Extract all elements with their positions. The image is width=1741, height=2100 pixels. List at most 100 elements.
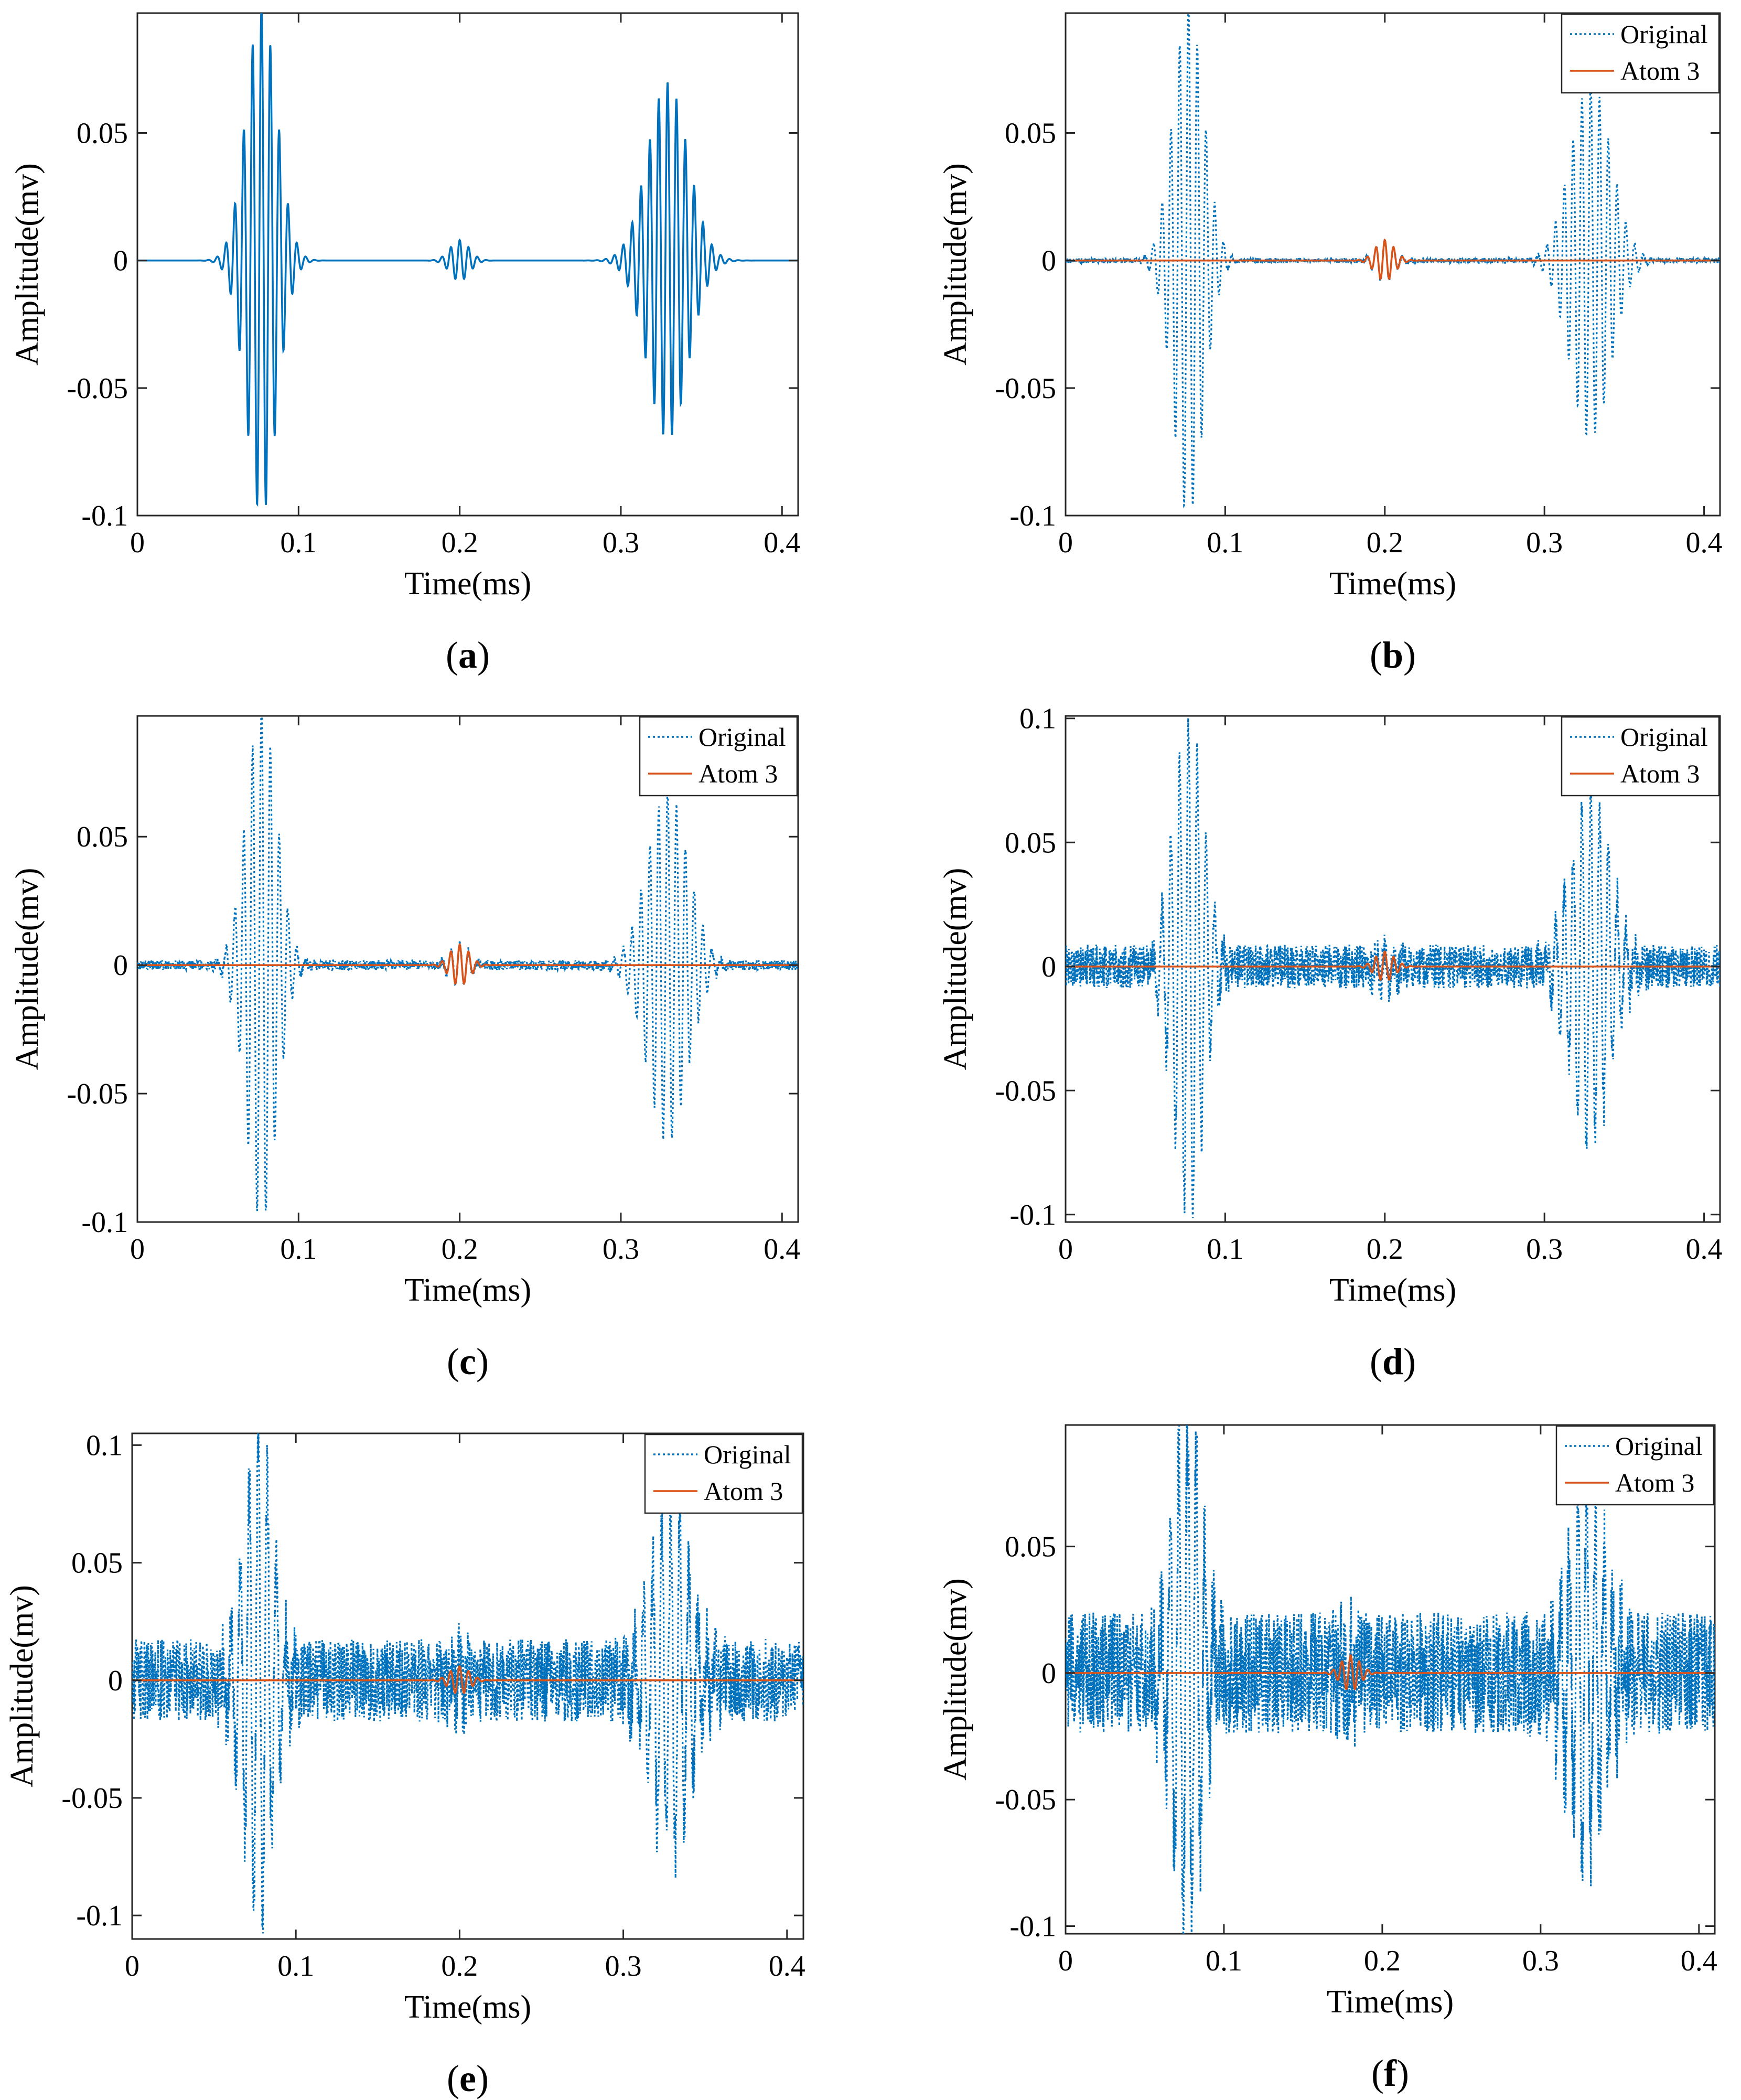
- legend: Original Atom 3: [1561, 13, 1720, 94]
- x-axis-label: Time(ms): [1329, 1272, 1456, 1308]
- chart-panel-d: 0 0.1 0.2 0.3 0.4 -0.1 -0.05 0 0.05 0.1 Time(ms) Am…: [938, 703, 1723, 1383]
- y-axis-label: Amplitude(mv): [9, 868, 45, 1070]
- x-axis-label: Time(ms): [404, 1272, 531, 1308]
- x-tick-label: 0.1: [1206, 1945, 1242, 1977]
- x-axis-label: Time(ms): [404, 1989, 531, 2025]
- y-tick-label: 0.05: [1005, 1531, 1056, 1563]
- x-tick-label: 0.2: [1364, 1945, 1401, 1977]
- series-line-atom-3: [1066, 1654, 1715, 1690]
- y-tick-label: -0.05: [67, 1078, 128, 1110]
- legend-label: Original: [698, 722, 786, 752]
- series-line-atom-3: [137, 942, 798, 985]
- y-tick-label: 0.05: [1005, 117, 1056, 150]
- panel-caption: (f): [1371, 2052, 1409, 2094]
- x-tick-label: 0.2: [441, 1950, 478, 1983]
- legend-box: [1561, 716, 1720, 797]
- legend: Original Atom 3: [1555, 1425, 1715, 1506]
- y-tick-label: -0.1: [81, 1206, 128, 1239]
- series-line-original: [1066, 718, 1720, 1218]
- y-tick-label: 0.05: [71, 1547, 123, 1580]
- x-tick-label: 0.3: [603, 1233, 639, 1266]
- x-tick-label: 0: [130, 527, 145, 559]
- legend: Original Atom 3: [639, 716, 798, 797]
- series-line-original: [1066, 13, 1720, 508]
- x-axis-label: Time(ms): [404, 566, 531, 602]
- y-tick-label: 0: [1041, 1657, 1056, 1690]
- x-tick-label: 0.4: [764, 1233, 800, 1266]
- legend-label: Atom 3: [1620, 56, 1700, 85]
- chart-panel-b: 0 0.1 0.2 0.3 0.4 -0.1 -0.05 0 0.05 Time(ms) Ampli…: [938, 12, 1723, 676]
- panel-caption-letter: e: [459, 2058, 476, 2099]
- y-tick-label: 0.1: [86, 1429, 123, 1462]
- panel-caption: (b): [1370, 634, 1416, 676]
- y-tick-label: -0.1: [81, 500, 128, 532]
- y-axis-label: Amplitude(mv): [938, 868, 973, 1070]
- panel-caption: (c): [447, 1341, 489, 1383]
- x-tick-label: 0.3: [1522, 1945, 1559, 1977]
- y-tick-label: -0.05: [995, 372, 1056, 405]
- y-tick-label: -0.05: [995, 1784, 1056, 1816]
- panel-caption-letter: f: [1384, 2052, 1397, 2094]
- x-tick-label: 0.2: [442, 527, 478, 559]
- y-tick-label: -0.05: [995, 1075, 1056, 1107]
- panel-caption: (d): [1370, 1341, 1416, 1383]
- y-axis-label: Amplitude(mv): [4, 1585, 40, 1787]
- series-line-original: [1066, 1425, 1715, 1934]
- chart-panel-e: 0 0.1 0.2 0.3 0.4 -0.1 -0.05 0 0.05 0.1 Time(ms) Am…: [4, 1429, 805, 2099]
- legend: Original Atom 3: [644, 1433, 803, 1514]
- x-tick-label: 0.2: [442, 1233, 478, 1266]
- y-tick-label: 0: [1041, 245, 1056, 277]
- legend-box: [1561, 13, 1720, 94]
- series-line-atom-3: [1066, 238, 1720, 281]
- legend-box: [1555, 1425, 1715, 1506]
- legend-box: [639, 716, 798, 797]
- x-tick-label: 0.2: [1367, 1233, 1403, 1266]
- y-axis-label: Amplitude(mv): [938, 1578, 973, 1781]
- y-axis-label: Amplitude(mv): [938, 163, 973, 366]
- x-tick-label: 0.4: [764, 527, 800, 559]
- x-tick-label: 0.1: [277, 1950, 314, 1983]
- x-tick-label: 0.4: [769, 1950, 805, 1983]
- panel-caption-letter: c: [459, 1341, 476, 1383]
- legend-label: Original: [1620, 19, 1708, 49]
- x-tick-label: 0: [1058, 1233, 1073, 1266]
- y-tick-label: -0.1: [1009, 500, 1056, 532]
- x-tick-label: 0.1: [1207, 1233, 1243, 1266]
- legend-box: [644, 1433, 803, 1514]
- y-tick-label: 0: [1041, 951, 1056, 983]
- y-tick-label: 0: [113, 245, 128, 277]
- y-tick-label: -0.1: [76, 1900, 123, 1932]
- x-tick-label: 0.1: [1207, 527, 1243, 559]
- y-tick-label: 0.05: [77, 117, 128, 150]
- legend-label: Atom 3: [1615, 1468, 1694, 1497]
- legend-label: Atom 3: [704, 1476, 783, 1506]
- chart-panel-c: 0 0.1 0.2 0.3 0.4 -0.1 -0.05 0 0.05 Time(ms) Ampli…: [9, 715, 800, 1383]
- y-tick-label: -0.1: [1009, 1199, 1056, 1231]
- x-tick-label: 0.3: [605, 1950, 642, 1983]
- series-line-original: [132, 1433, 803, 1934]
- panel-caption-letter: b: [1382, 634, 1403, 676]
- x-tick-label: 0.4: [1681, 1945, 1717, 1977]
- y-tick-label: -0.05: [61, 1782, 123, 1815]
- y-tick-label: 0.05: [1005, 827, 1056, 859]
- x-tick-label: 0.2: [1367, 527, 1403, 559]
- series-line-original: [137, 13, 798, 507]
- plot-frame: [1065, 12, 1721, 517]
- chart-panel-f: 0 0.1 0.2 0.3 0.4 -0.1 -0.05 0 0.05 Time(ms) Ampli…: [938, 1424, 1717, 2094]
- panel-caption: (a): [446, 634, 490, 676]
- x-tick-label: 0.3: [1526, 1233, 1563, 1266]
- y-tick-label: 0.1: [1019, 703, 1056, 735]
- legend: Original Atom 3: [1561, 716, 1720, 797]
- x-tick-label: 0: [1058, 527, 1073, 559]
- y-tick-label: -0.1: [1009, 1911, 1056, 1943]
- panel-caption-letter: d: [1382, 1341, 1403, 1383]
- series-line-atom-3: [1066, 950, 1720, 981]
- x-tick-label: 0.1: [280, 1233, 317, 1266]
- y-tick-label: 0.05: [77, 821, 128, 853]
- x-tick-label: 0: [130, 1233, 145, 1266]
- panel-caption: (e): [447, 2058, 489, 2099]
- y-tick-label: 0: [113, 949, 128, 982]
- chart-panel-a: 0 0.1 0.2 0.3 0.4 -0.1 -0.05 0 0.05 Time(ms) Ampli…: [9, 12, 800, 676]
- x-tick-label: 0.3: [1526, 527, 1563, 559]
